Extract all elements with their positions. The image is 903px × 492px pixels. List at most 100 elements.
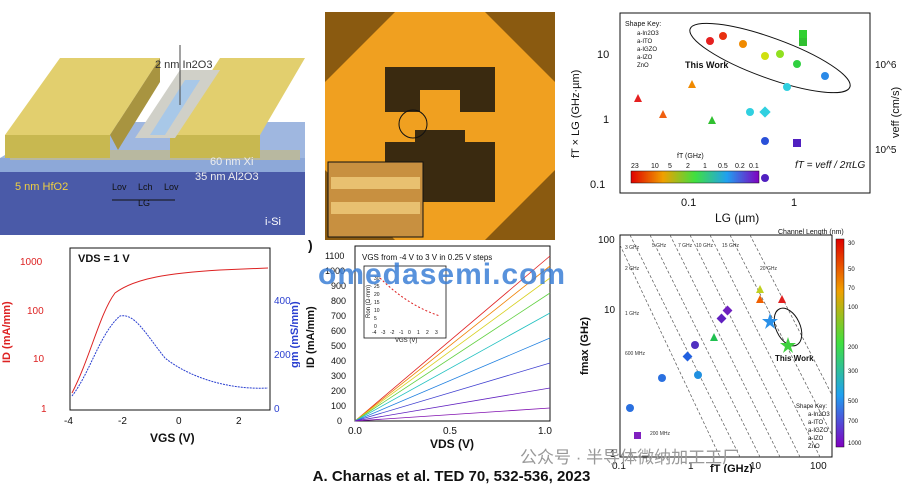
- label-al2o3: 35 nm Al2O3: [195, 171, 259, 183]
- data-point: [821, 72, 829, 80]
- data-point: [658, 374, 666, 382]
- svg-text:600 MHz: 600 MHz: [625, 351, 646, 357]
- data-point: [659, 110, 667, 118]
- svg-text:0.5: 0.5: [718, 163, 728, 170]
- svg-text:100: 100: [331, 401, 346, 411]
- svg-text:0.1: 0.1: [749, 163, 759, 170]
- inset-xlabel: VGS (V): [395, 338, 417, 344]
- svg-text:5: 5: [374, 316, 377, 322]
- transfer-chart: VDS = 1 V 1 10 100 1000 0 200 400 -4 -2 …: [1, 247, 300, 445]
- svg-text:1000: 1000: [848, 441, 862, 447]
- yticks: 1 10 100: [598, 235, 616, 460]
- svg-text:3: 3: [435, 330, 438, 336]
- svg-text:0.2: 0.2: [735, 163, 745, 170]
- data-point: [793, 139, 801, 147]
- data-point: [716, 313, 727, 324]
- this-work-label: This Work: [775, 354, 814, 363]
- micrograph: [325, 12, 555, 240]
- svg-text:-2: -2: [390, 330, 395, 336]
- ytick-right: 10^5: [875, 145, 897, 156]
- vgs-note: VGS from -4 V to 3 V in 0.25 V steps: [362, 253, 492, 262]
- x-axis-label: VGS (V): [150, 431, 195, 445]
- data-point: [761, 137, 769, 145]
- data-point: [739, 40, 747, 48]
- svg-text:300: 300: [331, 371, 346, 381]
- xtick: 1: [791, 197, 797, 209]
- ytick-left: 1: [41, 404, 47, 415]
- shape-key: Shape Key: a-In2O3 a-ITO a-IGZO a-IZO Zn…: [796, 404, 830, 450]
- label-in2o3: 2 nm In2O3: [155, 59, 212, 71]
- colorbar: [630, 170, 760, 184]
- svg-text:30: 30: [848, 241, 855, 247]
- data-point: [694, 371, 702, 379]
- xtick: 0.1: [681, 197, 696, 209]
- svg-text:600: 600: [331, 326, 346, 336]
- svg-text:400: 400: [331, 356, 346, 366]
- svg-text:20: 20: [374, 292, 380, 298]
- data-point: [706, 37, 714, 45]
- fmax-chart: 3 GHz 5 GHz 7 GHz 10 GHz 15 GHz 20 GHz 2…: [579, 229, 862, 473]
- y-axis-label: ID (mA/mm): [305, 306, 317, 368]
- data-point: [634, 432, 641, 439]
- svg-text:10: 10: [750, 461, 762, 472]
- label-lov-right: Lov: [164, 182, 179, 192]
- svg-text:30: 30: [374, 276, 380, 282]
- y-axis-label: fmax (GHz): [579, 317, 591, 375]
- svg-text:10: 10: [374, 308, 380, 314]
- y-axis-label-right: veff (cm/s): [890, 87, 902, 138]
- ytick: 1: [603, 114, 609, 126]
- data-point: [778, 295, 786, 303]
- data-point: [756, 285, 764, 293]
- data-point: [761, 52, 769, 60]
- y-axis-label-left: ID (mA/mm): [1, 301, 13, 363]
- this-work-label: This Work: [685, 60, 729, 70]
- svg-text:900: 900: [331, 281, 346, 291]
- svg-text:-3: -3: [381, 330, 386, 336]
- id-curve: [71, 267, 269, 394]
- svg-text:10 GHz: 10 GHz: [696, 243, 713, 249]
- data-point: [761, 174, 769, 182]
- label-xi: 60 nm Xi: [210, 156, 253, 168]
- data-point: [682, 351, 693, 362]
- svg-text:-4: -4: [372, 330, 377, 336]
- inset: [363, 265, 447, 339]
- svg-text:0.5: 0.5: [443, 426, 457, 437]
- data-point: [691, 341, 699, 349]
- svg-text:200: 200: [331, 386, 346, 396]
- output-chart: ) VGS from -4 V to 3 V in 0.25 V steps R…: [305, 238, 552, 451]
- svg-text:a-In2O3: a-In2O3: [808, 412, 830, 418]
- svg-text:200 MHz: 200 MHz: [650, 431, 671, 437]
- svg-text:1: 1: [417, 330, 420, 336]
- svg-text:a-IGZO: a-IGZO: [808, 428, 828, 434]
- wechat-mark: 公众号 · 半导体微纳加工工厂: [520, 448, 740, 467]
- svg-text:70: 70: [848, 286, 855, 292]
- inset-xticks: -4 -3 -2 -1 0 1 2 3: [372, 330, 438, 336]
- shape-key-entry: a-In2O3: [637, 31, 659, 37]
- svg-text:200: 200: [848, 345, 859, 351]
- ytick: 10: [597, 49, 609, 61]
- data-point: [708, 116, 716, 124]
- colorbar-ticks: 30 50 70 100 200 300 500 700 1000: [848, 241, 862, 447]
- yticks: 0 100 200 300 400 500 600 700 800 900 10…: [325, 251, 346, 426]
- svg-text:2: 2: [686, 163, 690, 170]
- ft-markers: [634, 30, 829, 182]
- svg-text:0: 0: [337, 416, 342, 426]
- svg-text:Shape Key:: Shape Key:: [796, 404, 827, 410]
- formula: fT = veff / 2πLG: [795, 160, 866, 171]
- data-point: [688, 80, 696, 88]
- data-point: [626, 404, 634, 412]
- line-labels: 3 GHz 5 GHz 7 GHz 10 GHz 15 GHz 20 GHz 2…: [625, 243, 777, 437]
- svg-text:15 GHz: 15 GHz: [722, 243, 739, 249]
- fmax-markers: [626, 285, 796, 439]
- x-axis-label: VDS (V): [430, 437, 474, 451]
- label-lch: Lch: [138, 182, 153, 192]
- data-point: [634, 94, 642, 102]
- data-point: [756, 295, 764, 303]
- svg-text:1000: 1000: [325, 266, 345, 276]
- svg-text:500: 500: [848, 399, 859, 405]
- ytick-left: 10: [33, 354, 45, 365]
- xtick: -2: [118, 416, 127, 427]
- label-si: i-Si: [265, 216, 281, 228]
- ytick-left: 100: [27, 306, 44, 317]
- data-point: [783, 83, 791, 91]
